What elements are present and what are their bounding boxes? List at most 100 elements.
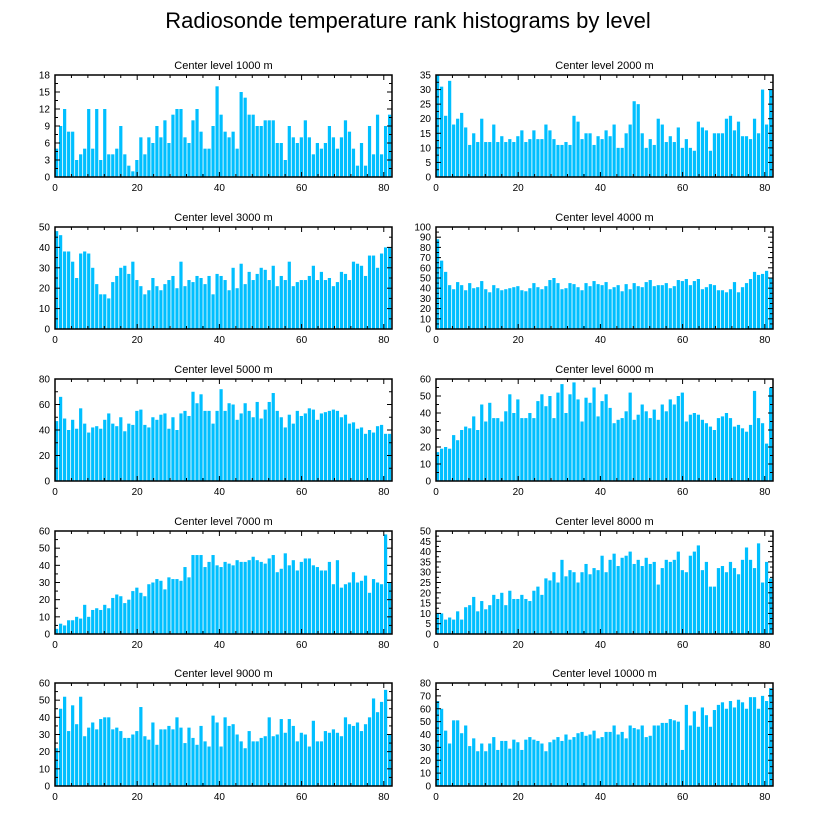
histogram-bar: [83, 604, 87, 634]
histogram-bar: [488, 142, 492, 177]
histogram-bar: [684, 139, 688, 177]
histogram-bar: [291, 725, 295, 786]
histogram-bar: [327, 561, 332, 634]
histogram-bar: [612, 553, 616, 634]
histogram-bar: [728, 289, 733, 329]
y-tick-label: 20: [39, 284, 51, 295]
histogram-bar: [179, 261, 183, 329]
histogram-bar: [552, 139, 556, 177]
histogram-bar: [87, 616, 91, 634]
histogram-bar: [500, 592, 504, 634]
histogram-bar: [259, 737, 263, 786]
histogram-bar: [580, 731, 584, 786]
histogram-bar: [111, 154, 115, 177]
histogram-bar: [287, 719, 291, 786]
histogram-bar: [628, 289, 632, 329]
histogram-bar: [131, 261, 135, 329]
histogram-bar: [636, 414, 640, 481]
histogram-bar: [151, 143, 155, 177]
histogram-bar: [239, 413, 243, 481]
histogram-bar: [580, 290, 584, 329]
histogram-bar: [59, 396, 63, 481]
histogram-bar: [131, 171, 135, 177]
histogram-bar: [267, 401, 271, 481]
histogram-bar: [536, 740, 540, 786]
histogram-bar: [724, 292, 729, 329]
histogram-bar: [71, 620, 75, 634]
histogram-bar: [311, 409, 315, 481]
histogram-bar: [760, 423, 765, 481]
x-tick-label: 60: [677, 792, 689, 803]
histogram-bar: [548, 396, 552, 481]
y-tick-label: 60: [420, 375, 432, 386]
histogram-bar: [596, 284, 600, 329]
histogram-bar: [279, 568, 283, 634]
histogram-bar: [556, 144, 560, 177]
figure-title: Radiosonde temperature rank histograms b…: [165, 8, 651, 33]
x-tick-label: 40: [595, 487, 607, 498]
histogram-bar: [736, 424, 741, 481]
y-tick-label: 35: [420, 71, 432, 82]
histogram-bar: [692, 413, 696, 481]
histogram-bar: [311, 265, 315, 329]
histogram-bar: [183, 286, 187, 329]
histogram-bar: [287, 126, 291, 177]
histogram-bar: [379, 154, 384, 177]
histogram-bar: [363, 724, 368, 786]
histogram-bar: [135, 587, 139, 634]
histogram-panel-3: Center level 3000 m 0 20 40 60 80 0 10 20 30 40 50: [39, 212, 393, 346]
histogram-bar: [199, 278, 203, 329]
histogram-bar: [163, 120, 167, 177]
histogram-bar: [179, 413, 183, 481]
panel-title: Center level 4000 m: [555, 212, 653, 224]
histogram-bar: [736, 699, 741, 786]
histogram-bar: [548, 130, 552, 177]
histogram-bar: [676, 280, 680, 329]
histogram-bar: [187, 415, 191, 481]
histogram-bar: [552, 572, 556, 634]
histogram-bar: [367, 430, 372, 481]
histogram-bar: [83, 736, 87, 786]
histogram-bar: [67, 731, 71, 786]
histogram-bar: [207, 746, 211, 786]
histogram-bar: [155, 419, 159, 481]
histogram-bar: [247, 731, 251, 786]
histogram-bar: [696, 279, 700, 329]
histogram-bar: [664, 142, 668, 177]
histogram-bar: [596, 136, 600, 177]
histogram-bar: [271, 555, 275, 634]
histogram-bar: [307, 275, 311, 329]
histogram-bar: [460, 619, 464, 634]
histogram-bar: [708, 426, 713, 481]
y-tick-label: 20: [420, 114, 432, 125]
y-tick-label: 10: [420, 460, 432, 471]
y-tick-label: 60: [39, 679, 51, 690]
histogram-bar: [199, 555, 203, 634]
histogram-bar: [115, 426, 119, 481]
histogram-bar: [235, 734, 239, 786]
histogram-bar: [700, 127, 704, 177]
histogram-bar: [540, 394, 544, 481]
histogram-bar: [155, 126, 159, 177]
histogram-bar: [223, 717, 227, 786]
histogram-bar: [67, 620, 71, 634]
x-tick-label: 20: [513, 792, 525, 803]
histogram-bar: [444, 115, 448, 177]
histogram-bar: [151, 278, 155, 329]
histogram-bar: [159, 729, 163, 786]
histogram-bar: [139, 592, 143, 634]
histogram-bar: [624, 555, 628, 634]
histogram-bar: [744, 547, 749, 634]
histogram-bar: [339, 736, 344, 786]
histogram-bar: [359, 731, 364, 786]
histogram-bar: [552, 418, 556, 481]
histogram-bar: [223, 280, 227, 329]
histogram-bar: [175, 430, 179, 481]
histogram-bar: [375, 267, 380, 329]
y-tick-label: 50: [39, 223, 51, 234]
y-tick-label: 10: [39, 764, 51, 775]
histogram-bar: [227, 403, 231, 481]
histogram-bar: [692, 281, 696, 329]
histogram-bar: [363, 165, 368, 177]
histogram-bar: [748, 559, 753, 634]
